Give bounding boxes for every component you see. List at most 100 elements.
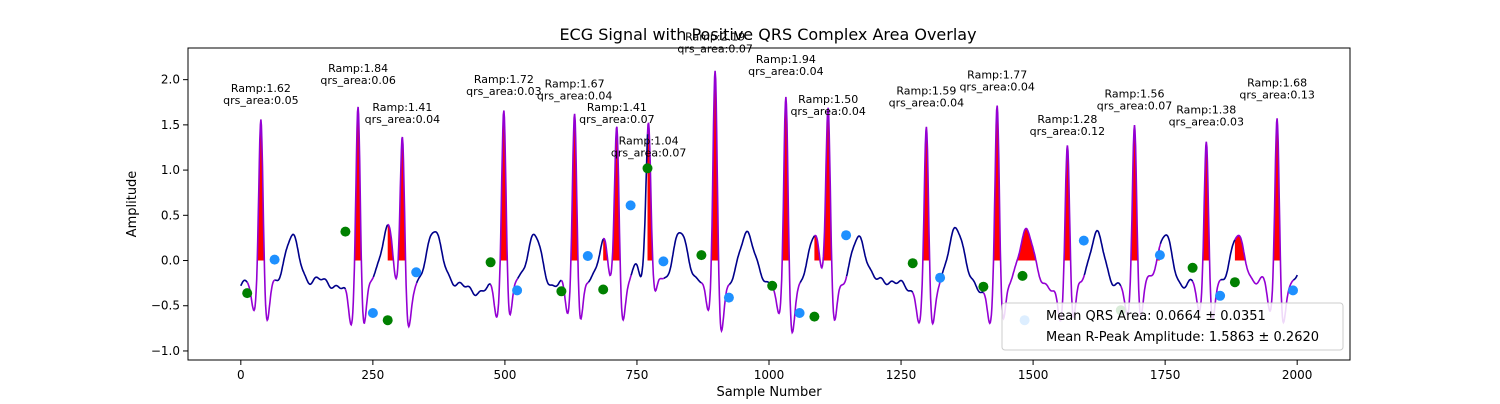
r-peak-amplitude-label-15: Ramp:1.38 xyxy=(1176,104,1236,117)
qrs-offset-marker-2 xyxy=(367,308,378,318)
r-peak-amplitude-label-4: Ramp:1.72 xyxy=(474,73,534,86)
axes: 0 250 500 750 1000 1250 1500 1750 2000 −1.0 −0.5 0.… xyxy=(151,73,1313,382)
y-tick-label-6: 2.0 xyxy=(161,73,180,87)
r-peak-amplitude-label-2: Ramp:1.84 xyxy=(328,62,388,75)
x-tick-label-500: 500 xyxy=(493,368,516,382)
qrs-onset-marker-9 xyxy=(767,280,778,291)
r-peak-amplitude-label-3: Ramp:1.41 xyxy=(372,101,432,114)
r-peak-amplitude-label-9: Ramp:1.94 xyxy=(756,53,816,66)
qrs-onset-marker-1 xyxy=(242,288,253,299)
qrs-onset-marker-13 xyxy=(1017,270,1028,281)
legend-entry-mean-r-peak-amplitude: Mean R-Peak Amplitude: 1.5863 ± 0.2620 xyxy=(1046,330,1319,345)
y-tick-label-1: −0.5 xyxy=(151,299,180,313)
x-axis-label: Sample Number xyxy=(716,385,822,400)
qrs-area-label-1: qrs_area:0.05 xyxy=(223,94,298,107)
qrs-segment-line-12 xyxy=(602,126,632,322)
qrs-onset-marker-8 xyxy=(696,250,707,261)
qrs-area-fill-1 xyxy=(247,119,275,261)
r-peak-amplitude-label-7: Ramp:1.04 xyxy=(619,135,679,148)
y-axis-label: Amplitude xyxy=(125,171,140,238)
signal-line-15 xyxy=(663,232,702,284)
qrs-area-fill-15 xyxy=(1192,141,1221,261)
qrs-segment-line-24 xyxy=(982,105,1086,325)
x-tick-label-2000: 2000 xyxy=(1282,368,1313,382)
ecg-signal xyxy=(240,70,1298,335)
qrs-area-label-7: qrs_area:0.07 xyxy=(611,147,686,160)
y-tick-label-5: 1.5 xyxy=(161,118,180,132)
signal-line-25 xyxy=(1083,229,1122,287)
qrs-segment-line-10 xyxy=(560,113,589,321)
signal-line-3 xyxy=(274,233,347,290)
chart-title: ECG Signal with Positive QRS Complex Are… xyxy=(559,25,976,44)
qrs-area-label-9: qrs_area:0.04 xyxy=(748,65,823,78)
qrs-area-label-12: qrs_area:0.04 xyxy=(959,81,1034,94)
qrs-offset-marker-16 xyxy=(1288,285,1298,296)
qrs-area-label-15: qrs_area:0.03 xyxy=(1169,116,1244,129)
qrs-onset-marker-10 xyxy=(809,311,820,322)
x-tick-label-250: 250 xyxy=(361,368,384,382)
legend: Mean QRS Area: 0.0664 ± 0.0351 Mean R-Pe… xyxy=(1001,302,1344,351)
r-peak-amplitude-label-8: Ramp:2.19 xyxy=(685,31,745,44)
qrs-area-fill-11 xyxy=(912,126,941,261)
r-peak-amplitude-label-13: Ramp:1.28 xyxy=(1037,113,1097,126)
legend-box xyxy=(1001,302,1344,351)
qrs-segment-line-2 xyxy=(246,119,276,323)
legend-entry-mean-qrs-area: Mean QRS Area: 0.0664 ± 0.0351 xyxy=(1046,309,1266,324)
qrs-offset-marker-3 xyxy=(411,267,422,278)
x-tick-label-0: 0 xyxy=(237,368,245,382)
qrs-area-label-13: qrs_area:0.12 xyxy=(1030,125,1105,138)
r-peak-amplitude-label-6: Ramp:1.41 xyxy=(587,101,647,114)
signal-line-13 xyxy=(630,134,649,278)
signal-line-29 xyxy=(1220,239,1236,281)
qrs-onset-marker-3 xyxy=(382,315,393,326)
signal-line-5 xyxy=(372,224,389,278)
qrs-onset-marker-16 xyxy=(1229,277,1240,288)
qrs-onset-marker-7 xyxy=(642,163,653,174)
signal-line-27 xyxy=(1159,234,1194,289)
qrs-area-label-6: qrs_area:0.07 xyxy=(579,113,654,126)
qrs-offset-marker-6 xyxy=(625,200,636,211)
qrs-area-fill-6 xyxy=(603,126,631,261)
r-peak-amplitude-label-5: Ramp:1.67 xyxy=(545,78,605,91)
signal-line-11 xyxy=(587,238,604,283)
qrs-offset-marker-7 xyxy=(658,256,669,267)
signal-line-31 xyxy=(1292,274,1298,281)
qrs-area-fill-9 xyxy=(772,96,800,261)
signal-line-21 xyxy=(845,235,914,293)
qrs-area-fill-16 xyxy=(1234,118,1293,261)
qrs-onset-marker-11 xyxy=(907,258,918,269)
qrs-segment-line-18 xyxy=(771,96,801,335)
qrs-offset-marker-5 xyxy=(582,251,593,261)
qrs-offset-marker-15 xyxy=(1215,290,1226,301)
qrs-segment-line-20 xyxy=(813,107,848,322)
x-tick-label-1500: 1500 xyxy=(1018,368,1049,382)
x-tick-label-750: 750 xyxy=(626,368,649,382)
qrs-area-label-3: qrs_area:0.04 xyxy=(365,113,440,126)
qrs-segment-line-16 xyxy=(700,70,730,334)
qrs-area-label-8: qrs_area:0.07 xyxy=(677,43,752,56)
signal-line-17 xyxy=(728,230,773,288)
r-peak-amplitude-label-14: Ramp:1.56 xyxy=(1104,87,1164,100)
qrs-area-label-14: qrs_area:0.07 xyxy=(1097,99,1172,112)
qrs-onset-marker-12 xyxy=(978,281,989,292)
qrs-offset-marker-4 xyxy=(512,285,523,296)
qrs-area-label-11: qrs_area:0.04 xyxy=(889,97,964,110)
y-tick-label-2: 0.0 xyxy=(161,254,180,268)
x-tick-label-1250: 1250 xyxy=(886,368,917,382)
qrs-onset-marker-15 xyxy=(1187,262,1198,273)
qrs-onset-marker-5 xyxy=(556,286,567,297)
y-tick-label-4: 1.0 xyxy=(161,163,180,177)
signal-line-23 xyxy=(939,226,984,294)
qrs-area-label-10: qrs_area:0.04 xyxy=(790,105,865,118)
signal-line-7 xyxy=(415,230,492,297)
qrs-offset-marker-10 xyxy=(841,230,852,241)
qrs-area-fill-3 xyxy=(387,137,417,261)
r-peak-amplitude-label-10: Ramp:1.50 xyxy=(798,93,858,106)
r-peak-amplitude-label-16: Ramp:1.68 xyxy=(1247,77,1307,90)
qrs-area-fill-5 xyxy=(561,113,588,261)
x-tick-label-1750: 1750 xyxy=(1150,368,1181,382)
signal-line-1 xyxy=(240,279,248,287)
r-peak-amplitude-label-1: Ramp:1.62 xyxy=(231,82,291,95)
